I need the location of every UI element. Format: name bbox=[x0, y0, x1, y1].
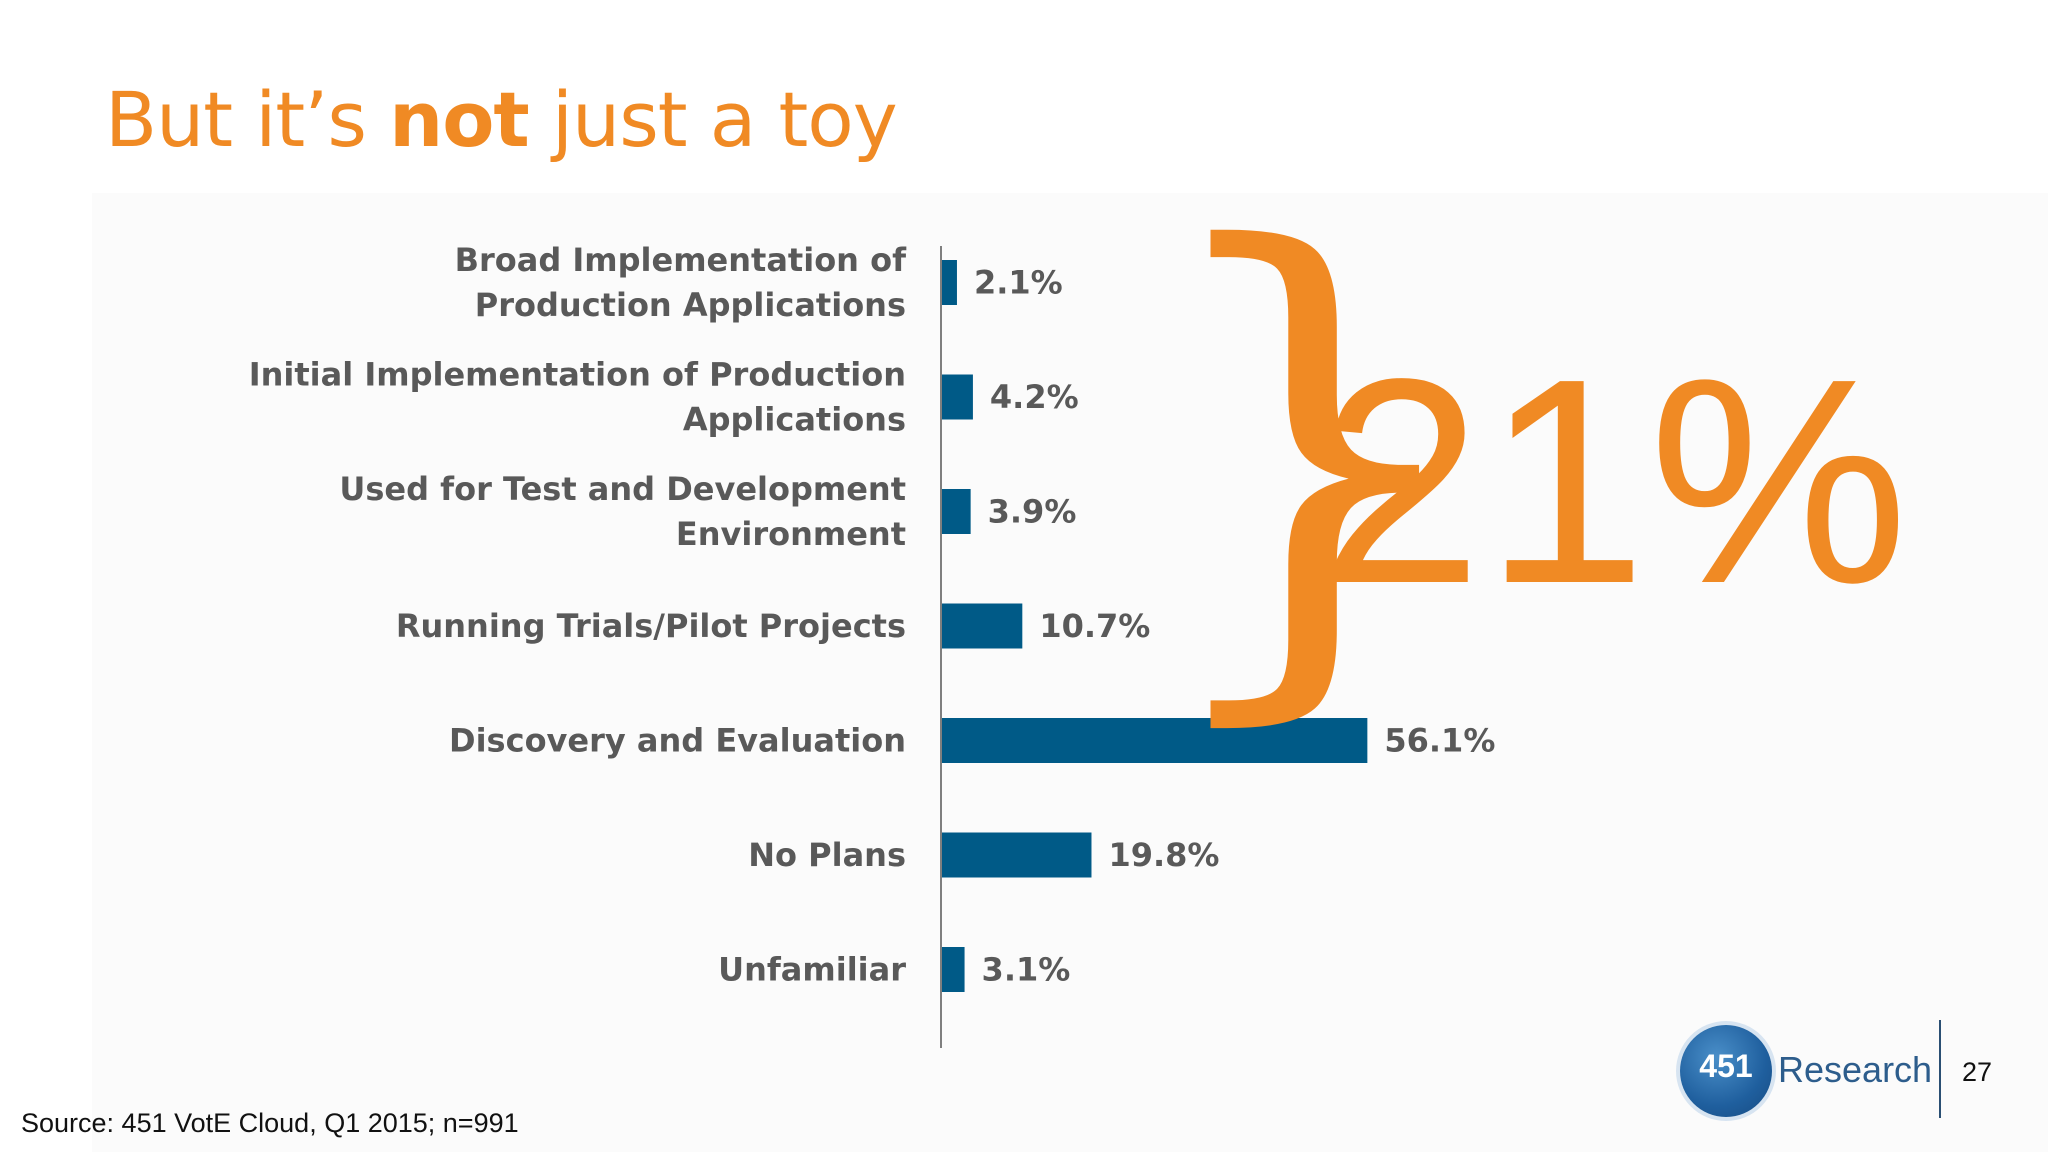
category-label-line: Initial Implementation of Production bbox=[249, 356, 906, 394]
category-label: Broad Implementation of Production Applic… bbox=[455, 241, 908, 324]
category-label: Discovery and Evaluation bbox=[449, 722, 906, 760]
category-label-line: Environment bbox=[676, 515, 906, 553]
category-label: Initial Implementation of Production Appl… bbox=[249, 356, 906, 439]
category-label-line: Running Trials/Pilot Projects bbox=[396, 607, 906, 645]
value-label: 19.8% bbox=[1108, 836, 1219, 874]
page-number: 27 bbox=[1962, 1057, 1993, 1087]
category-label: Unfamiliar bbox=[718, 951, 906, 989]
source-note: Source: 451 VotE Cloud, Q1 2015; n=991 bbox=[21, 1108, 519, 1138]
brace-annotation: } bbox=[1143, 140, 1487, 768]
logo-wordmark: Research bbox=[1778, 1049, 1933, 1090]
category-label-line: No Plans bbox=[748, 836, 906, 874]
category-label: Used for Test and Development Environment bbox=[339, 470, 906, 553]
title-emphasis: not bbox=[389, 75, 530, 164]
value-label: 3.1% bbox=[982, 951, 1071, 989]
logo-number: 451 bbox=[1699, 1048, 1753, 1084]
value-label: 4.2% bbox=[990, 378, 1079, 416]
category-label-line: Production Applications bbox=[475, 286, 906, 324]
category-label-line: Applications bbox=[683, 401, 906, 439]
bar bbox=[941, 374, 973, 420]
callout-percentage: 21% bbox=[1320, 318, 1911, 644]
bar bbox=[941, 718, 1368, 763]
value-label: 56.1% bbox=[1384, 722, 1495, 760]
bar bbox=[941, 489, 971, 534]
value-label: 10.7% bbox=[1039, 607, 1150, 645]
bar bbox=[941, 947, 965, 992]
value-label: 2.1% bbox=[974, 264, 1063, 302]
bar bbox=[941, 260, 957, 305]
category-label-line: Broad Implementation of bbox=[455, 241, 908, 279]
bar bbox=[941, 603, 1023, 649]
category-label-line: Used for Test and Development bbox=[339, 470, 906, 508]
value-label: 3.9% bbox=[988, 493, 1077, 531]
451-research-logo: 451 Research bbox=[1680, 1023, 1932, 1119]
category-label-line: Discovery and Evaluation bbox=[449, 722, 906, 760]
chart-background bbox=[92, 193, 2048, 1152]
slide-title: But it’s not just a toy bbox=[105, 75, 898, 164]
footer-divider bbox=[1939, 1020, 1941, 1118]
logo-circle bbox=[1680, 1025, 1772, 1117]
bar bbox=[941, 832, 1092, 878]
category-label-line: Unfamiliar bbox=[718, 951, 906, 989]
category-label: No Plans bbox=[748, 836, 906, 874]
title-prefix: But it’s bbox=[105, 75, 390, 164]
title-suffix: just a toy bbox=[528, 75, 898, 164]
category-label: Running Trials/Pilot Projects bbox=[396, 607, 906, 645]
